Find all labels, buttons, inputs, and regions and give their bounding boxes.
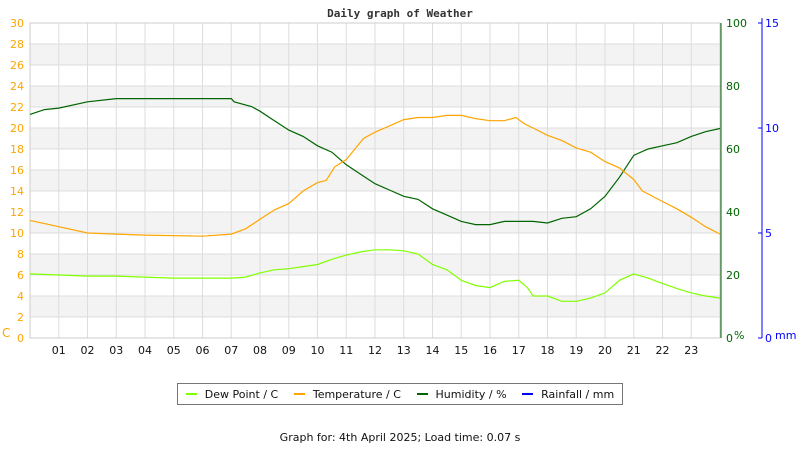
legend: Dew Point / C Temperature / C Humidity / %… [177, 383, 623, 405]
legend-item: Humidity / % [416, 387, 507, 401]
legend-item: Temperature / C [293, 387, 401, 401]
y-right-tick-label: 20 [726, 269, 740, 282]
y-left-tick-label: 30 [10, 17, 24, 30]
y-far-right-tick-label: 0 [765, 332, 772, 345]
x-tick-label: 23 [684, 344, 698, 357]
y-left-tick-label: 0 [17, 332, 24, 345]
legend-swatch [293, 393, 305, 395]
legend-label: Humidity / % [435, 387, 507, 401]
legend-swatch [185, 393, 197, 395]
legend-item: Dew Point / C [185, 387, 279, 401]
y-left-tick-label: 4 [17, 290, 24, 303]
y-right-tick-label: 0 [726, 332, 733, 345]
x-tick-label: 21 [627, 344, 641, 357]
series-line-temperature [29, 114, 721, 237]
x-tick-label: 04 [138, 344, 152, 357]
y-left-tick-label: 8 [17, 248, 24, 261]
footer-text: Graph for: 4th April 2025; Load time: 0.… [279, 431, 521, 444]
y-right-axis-label: % [734, 329, 744, 342]
x-tick-label: 05 [167, 344, 181, 357]
legend-item: Rainfall / mm [522, 388, 614, 401]
y-left-tick-label: 20 [10, 122, 24, 135]
y-far-right-tick-label: 10 [765, 122, 779, 135]
x-tick-label: 19 [569, 344, 583, 357]
y-right-tick-label: 40 [726, 206, 740, 219]
y-right-tick-label: 60 [726, 143, 740, 156]
x-tick-label: 06 [196, 344, 210, 357]
series-line-dew [29, 249, 721, 302]
x-tick-label: 13 [397, 344, 411, 357]
y-left-axis-label: C [2, 326, 10, 340]
y-far-right-tick-label: 15 [765, 17, 779, 30]
x-tick-label: 08 [253, 344, 267, 357]
y-right-tick-label: 80 [726, 80, 740, 93]
y-left-tick-label: 14 [10, 185, 24, 198]
legend-label: Dew Point / C [204, 387, 279, 401]
y-far-right-axis-label: mm [775, 329, 796, 342]
y-left-tick-label: 18 [10, 143, 24, 156]
x-tick-label: 14 [426, 344, 440, 357]
y-far-right-tick-label: 5 [765, 227, 772, 240]
y-left-tick-label: 22 [10, 101, 24, 114]
x-tick-label: 07 [224, 344, 238, 357]
x-tick-label: 22 [656, 344, 670, 357]
x-tick-label: 03 [109, 344, 123, 357]
y-left-tick-label: 28 [10, 38, 24, 51]
x-tick-label: 17 [512, 344, 526, 357]
series-line-humidity [29, 97, 721, 226]
legend-label: Temperature / C [312, 387, 401, 401]
legend-swatch [522, 393, 534, 395]
x-tick-label: 10 [311, 344, 325, 357]
y-left-tick-label: 12 [10, 206, 24, 219]
x-tick-label: 09 [282, 344, 296, 357]
y-left-tick-label: 16 [10, 164, 24, 177]
chart-title: Daily graph of Weather [327, 7, 473, 20]
x-tick-label: 12 [368, 344, 382, 357]
legend-swatch [416, 393, 428, 395]
x-tick-label: 01 [52, 344, 66, 357]
x-tick-label: 20 [598, 344, 612, 357]
x-tick-label: 11 [339, 344, 353, 357]
plot-border [29, 22, 721, 339]
x-tick-label: 15 [454, 344, 468, 357]
y-left-tick-label: 24 [10, 80, 24, 93]
y-left-tick-label: 2 [17, 311, 24, 324]
legend-label: Rainfall / mm [541, 387, 615, 401]
x-tick-label: 18 [541, 344, 555, 357]
y-left-tick-label: 10 [10, 227, 24, 240]
y-right-tick-label: 100 [726, 17, 747, 30]
x-tick-label: 16 [483, 344, 497, 357]
y-left-tick-label: 6 [17, 269, 24, 282]
y-left-tick-label: 26 [10, 59, 24, 72]
x-tick-label: 02 [81, 344, 95, 357]
